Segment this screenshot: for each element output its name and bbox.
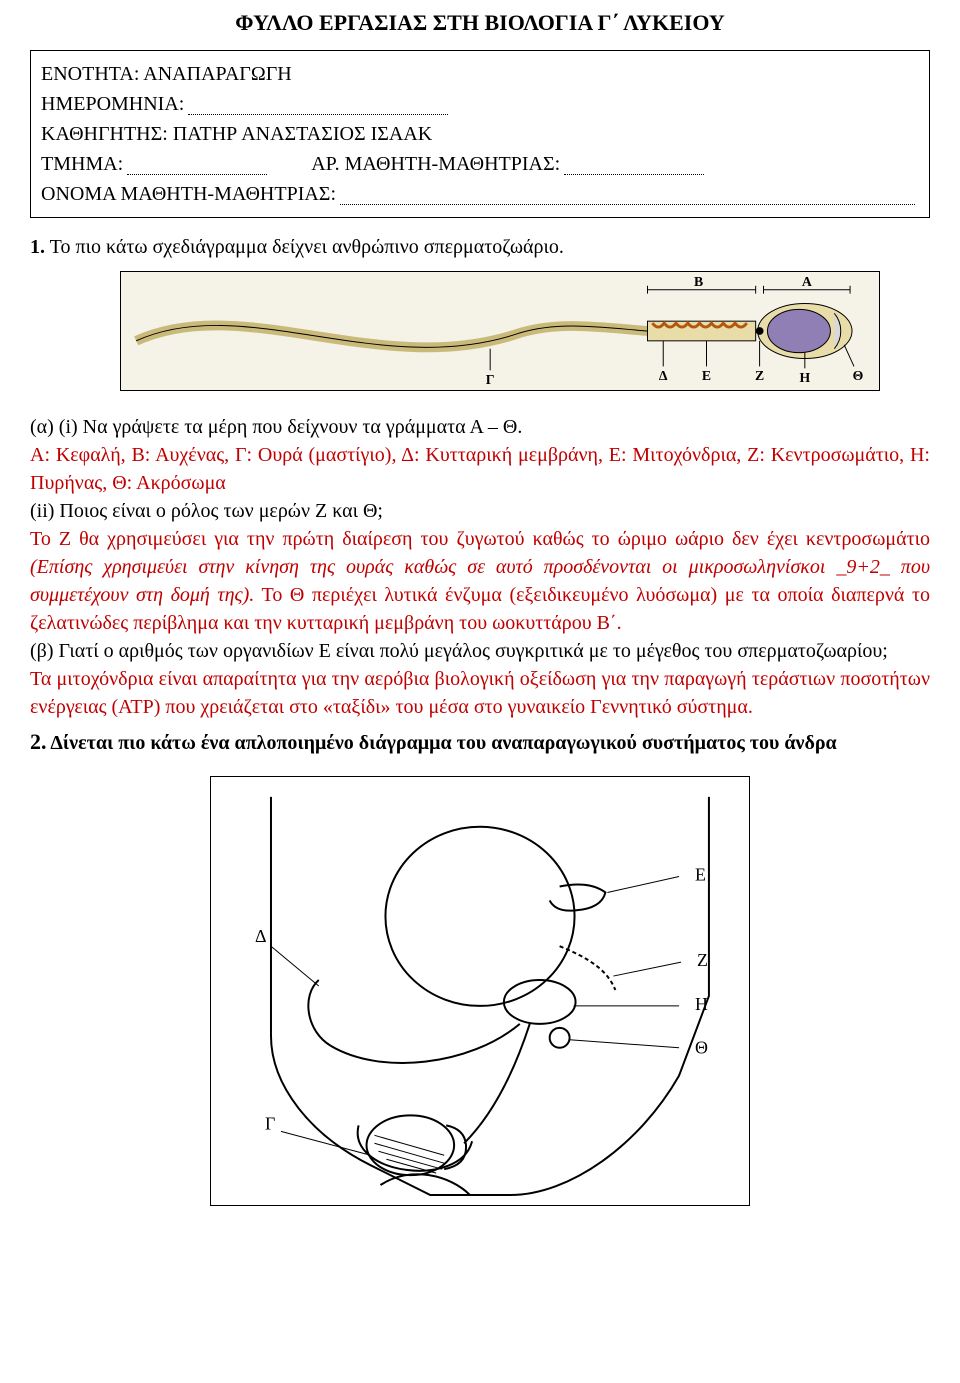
worksheet-header: ΕΝΟΤΗΤΑ: ΑΝΑΠΑΡΑΓΩΓΗ ΗΜΕΡΟΜΗΝΙΑ: ΚΑΘΗΓΗΤ… [30, 50, 930, 218]
sperm-diagram: Β Α Δ Ε Ζ Η Θ Γ [120, 271, 880, 391]
male-system-diagram: Ε Ζ Η Θ Δ Γ [210, 776, 750, 1206]
q1-a-i-answer: Α: Κεφαλή, Β: Αυχένας, Γ: Ουρά (μαστίγιο… [30, 444, 930, 494]
q1-a-ii-prompt: (ii) Ποιος είναι ο ρόλος των μερών Ζ και… [30, 500, 383, 522]
label-H: Η [799, 370, 810, 385]
section-field [127, 149, 267, 175]
date-label: ΗΜΕΡΟΜΗΝΙΑ: [41, 89, 184, 119]
page-title: ΦΥΛΛΟ ΕΡΓΑΣΙΑΣ ΣΤΗ ΒΙΟΛΟΓΙΑ Γ΄ ΛΥΚΕΙΟΥ [30, 10, 930, 36]
label-Z: Ζ [755, 368, 764, 383]
label-Th: Θ [853, 368, 864, 383]
section-label: ΤΜΗΜΑ: [41, 149, 123, 179]
label-B: Β [694, 274, 703, 289]
label-E: Ε [702, 368, 711, 383]
label-Z2: Ζ [697, 950, 708, 970]
date-field [188, 89, 448, 115]
unit-label: ΕΝΟΤΗΤΑ: ΑΝΑΠΑΡΑΓΩΓΗ [41, 59, 292, 89]
label-G: Γ [486, 372, 495, 387]
label-Th2: Θ [695, 1038, 708, 1058]
teacher-label: ΚΑΘΗΓΗΤΗΣ: ΠΑΤΗΡ ΑΝΑΣΤΑΣΙΟΣ ΙΣΑΑΚ [41, 119, 432, 149]
label-G2: Γ [265, 1113, 275, 1133]
student-name-field [340, 179, 915, 205]
label-D: Δ [659, 368, 668, 383]
q1-b-prompt: (β) Γιατί ο αριθμός των οργανιδίων Ε είν… [30, 640, 888, 662]
student-name-label: ΟΝΟΜΑ ΜΑΘΗΤΗ-ΜΑΘΗΤΡΙΑΣ: [41, 179, 336, 209]
label-A: Α [802, 274, 812, 289]
label-D2: Δ [255, 926, 267, 946]
student-no-label: ΑΡ. ΜΑΘΗΤΗ-ΜΑΘΗΤΡΙΑΣ: [311, 149, 560, 179]
q1-a-i-prompt: (α) (i) Να γράψετε τα μέρη που δείχνουν … [30, 416, 522, 438]
q1-body: (α) (i) Να γράψετε τα μέρη που δείχνουν … [30, 413, 930, 721]
student-no-field [564, 149, 704, 175]
q2-intro: 2. Δίνεται πιο κάτω ένα απλοποιημένο διά… [30, 727, 930, 758]
label-H2: Η [695, 994, 708, 1014]
q1-a-ii-answer: Το Ζ θα χρησιμεύσει για την πρώτη διαίρε… [30, 528, 930, 634]
q1-intro: 1. Το πιο κάτω σχεδιάγραμμα δείχνει ανθρ… [30, 236, 930, 259]
q1-b-answer: Τα μιτοχόνδρια είναι απαραίτητα για την … [30, 668, 930, 718]
label-E2: Ε [695, 864, 706, 884]
